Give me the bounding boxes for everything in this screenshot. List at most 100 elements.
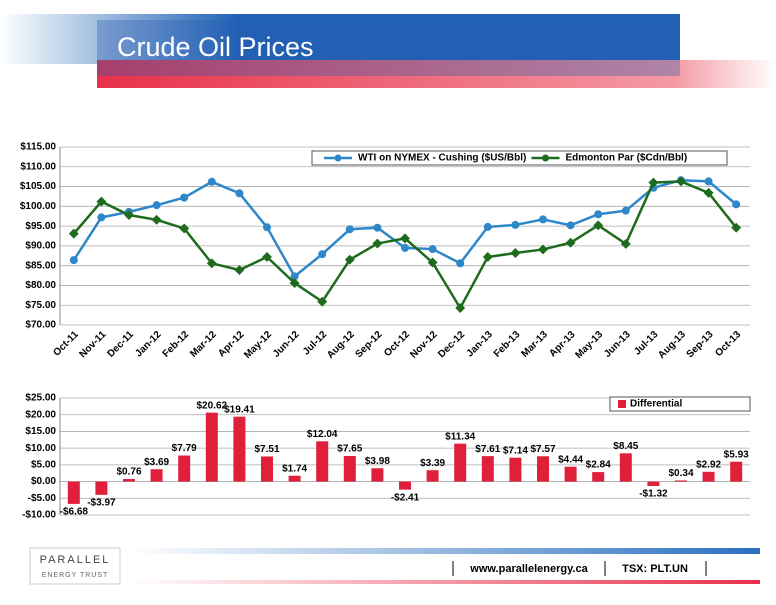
legend-label: WTI on NYMEX - Cushing ($US/Bbl) xyxy=(358,153,526,164)
x-tick-label: Apr-13 xyxy=(547,329,577,359)
point xyxy=(180,193,189,202)
ticker: TSX: PLT.UN xyxy=(622,563,688,575)
y-tick-label: $0.00 xyxy=(31,476,56,487)
point xyxy=(97,213,106,222)
y-tick-label: $75.00 xyxy=(25,300,56,311)
bar xyxy=(730,461,743,482)
header-band-red xyxy=(97,60,776,88)
x-tick-label: Nov-11 xyxy=(77,329,108,360)
point xyxy=(594,210,603,219)
point xyxy=(621,206,630,215)
bar xyxy=(592,472,605,482)
x-tick-label: Mar-13 xyxy=(519,329,550,360)
legend-box xyxy=(609,396,751,412)
value-label: $1.74 xyxy=(282,463,307,474)
bar xyxy=(95,481,108,495)
charts: $70.00 $75.00 $80.00 $85.00 $90.00 $95.00 $100… xyxy=(20,142,751,521)
value-label: $3.98 xyxy=(365,456,390,467)
point xyxy=(482,252,493,262)
point xyxy=(539,215,547,224)
point xyxy=(234,265,245,275)
point xyxy=(152,201,161,210)
value-label: -$2.41 xyxy=(391,492,420,503)
y-tick-label: $95.00 xyxy=(25,221,56,232)
x-tick-label: Nov-12 xyxy=(408,329,440,361)
header-band xyxy=(0,14,680,64)
y-tick-label: $90.00 xyxy=(25,241,56,252)
x-tick-label: Sep-12 xyxy=(353,329,384,360)
bar xyxy=(316,441,329,482)
point xyxy=(206,258,217,269)
x-tick-label: Jan-12 xyxy=(133,329,163,359)
value-label: $7.65 xyxy=(337,444,362,455)
y-tick-label: $10.00 xyxy=(25,443,56,454)
point xyxy=(455,303,466,313)
point xyxy=(648,177,659,188)
value-label: $2.84 xyxy=(586,460,611,471)
point xyxy=(179,223,190,234)
y-tick-label: -$5.00 xyxy=(28,493,57,504)
point xyxy=(69,256,78,265)
x-tick-label: Dec-11 xyxy=(105,329,136,360)
point xyxy=(68,228,79,239)
point xyxy=(704,177,713,186)
point xyxy=(345,225,354,234)
legend-box xyxy=(311,150,728,166)
point xyxy=(400,233,410,244)
y-tick-label: $20.00 xyxy=(25,409,56,420)
bar xyxy=(343,455,356,482)
point xyxy=(344,254,355,265)
x-tick-label: May-12 xyxy=(242,329,274,361)
bar xyxy=(426,470,439,482)
bar xyxy=(481,456,494,482)
value-label: $19.41 xyxy=(224,404,255,415)
value-label: $7.79 xyxy=(172,443,197,454)
logo-box xyxy=(29,547,121,585)
website: www.parallelenergy.ca xyxy=(469,563,588,575)
point xyxy=(401,243,409,252)
point xyxy=(428,245,437,254)
title: Crude Oil Prices xyxy=(117,32,314,62)
value-label: $3.39 xyxy=(420,458,445,469)
value-label: $12.04 xyxy=(307,429,338,440)
value-label: $7.57 xyxy=(530,444,555,455)
value-label: $0.76 xyxy=(116,467,141,478)
x-tick-label: Mar-12 xyxy=(188,329,219,360)
point xyxy=(318,250,327,259)
point xyxy=(456,259,465,268)
y-tick-label: $85.00 xyxy=(25,260,56,271)
bar xyxy=(619,453,632,482)
value-label: -$3.97 xyxy=(87,497,116,508)
point xyxy=(732,200,741,209)
bar xyxy=(399,481,411,490)
value-label: $8.45 xyxy=(613,441,638,452)
legend-marker xyxy=(334,154,342,162)
x-tick-label: Aug-12 xyxy=(325,329,357,361)
point xyxy=(538,244,548,255)
value-label: $5.93 xyxy=(724,449,749,460)
x-tick-label: Sep-13 xyxy=(685,329,716,360)
x-tick-label: Dec-12 xyxy=(436,329,467,360)
x-tick-label: Oct-12 xyxy=(382,329,412,359)
y-tick-label: $80.00 xyxy=(25,280,56,291)
value-label: -$1.32 xyxy=(639,489,668,500)
bar xyxy=(67,481,80,504)
bar xyxy=(233,416,246,482)
point xyxy=(511,220,520,229)
point xyxy=(207,177,216,186)
point xyxy=(290,272,299,281)
point xyxy=(566,221,575,230)
bar xyxy=(261,456,273,482)
bar xyxy=(537,456,549,482)
value-label: $2.92 xyxy=(696,459,721,470)
point xyxy=(96,196,107,207)
value-label: $7.14 xyxy=(503,445,528,456)
y-tick-label: $15.00 xyxy=(25,426,56,437)
point xyxy=(731,222,742,233)
bar xyxy=(647,481,660,486)
value-label: $11.34 xyxy=(445,431,475,442)
y-tick-label: $5.00 xyxy=(31,459,56,470)
point xyxy=(510,248,521,258)
point xyxy=(151,214,162,225)
